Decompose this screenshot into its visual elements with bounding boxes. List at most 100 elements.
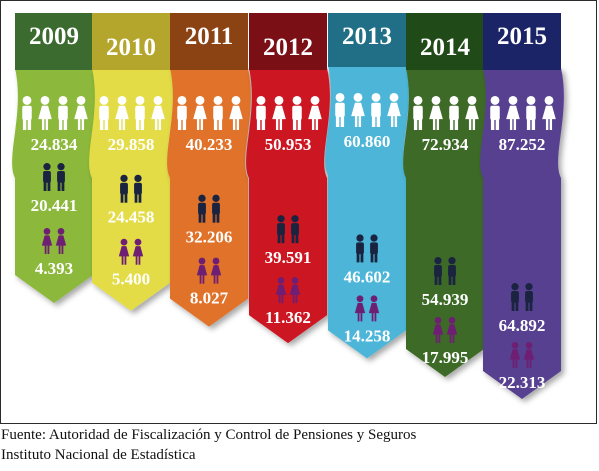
column-2013: 60.860 46.602 14.258: [335, 93, 401, 345]
person-icon: [413, 96, 423, 130]
woman-icon: [55, 228, 67, 254]
year-box: [483, 13, 561, 70]
total-value: 72.934: [422, 135, 469, 154]
women-pair-icon: [118, 238, 144, 265]
men-pair-icon: [434, 256, 456, 285]
person-icon: [135, 96, 145, 130]
men-value: 20.441: [31, 196, 78, 215]
person-icon: [351, 93, 365, 127]
year-label: 2015: [497, 23, 547, 50]
person-icon: [193, 96, 207, 130]
column-2015: 87.252 64.892 22.313: [490, 96, 556, 392]
person-icon: [429, 96, 443, 130]
person-icon: [99, 96, 109, 130]
men-value: 46.602: [344, 267, 391, 286]
women-value: 11.362: [265, 308, 311, 327]
year-header-2011: 2011: [170, 13, 248, 70]
infographic-frame: 2009 2010 2011 2012 2013 2014 2015 24.834 20.44…: [0, 0, 597, 424]
man-icon: [291, 215, 299, 244]
women-value: 22.313: [499, 373, 546, 392]
man-icon: [356, 234, 364, 263]
ribbon-2010: [89, 68, 173, 311]
year-label: 2011: [185, 23, 234, 50]
women-value: 4.393: [35, 259, 73, 278]
man-icon: [43, 163, 51, 191]
family-group-icon: [99, 96, 165, 130]
women-pair-icon: [41, 228, 67, 254]
column-2009: 24.834 20.441 4.393: [22, 96, 88, 278]
year-header-2015: 2015: [483, 13, 561, 70]
year-header-2014: 2014: [406, 13, 484, 70]
men-pair-icon: [198, 194, 220, 223]
ribbon-layer: [12, 65, 564, 399]
woman-icon: [509, 342, 521, 368]
person-icon: [213, 96, 223, 130]
family-group-icon: [413, 96, 479, 130]
family-group-icon: [335, 93, 401, 127]
ribbon-2015: [480, 68, 564, 399]
ribbon-2014: [403, 68, 487, 377]
family-group-icon: [256, 96, 322, 130]
woman-icon: [41, 228, 53, 254]
men-value: 64.892: [499, 316, 546, 335]
woman-icon: [289, 277, 301, 304]
person-icon: [22, 96, 32, 130]
infographic: 2009 2010 2011 2012 2013 2014 2015 24.834 20.44…: [12, 13, 564, 399]
year-box: [170, 13, 248, 70]
women-pair-icon: [196, 257, 222, 284]
person-icon: [256, 96, 266, 130]
women-pair-icon: [275, 277, 301, 304]
year-label: 2014: [420, 34, 471, 61]
person-icon: [490, 96, 500, 130]
woman-icon: [523, 342, 535, 368]
person-icon: [38, 96, 52, 130]
year-header-2012: 2012: [249, 13, 327, 70]
total-value: 24.834: [31, 135, 78, 154]
ribbon-2011: [167, 68, 251, 327]
person-icon: [74, 96, 88, 130]
women-value: 14.258: [344, 326, 391, 345]
family-group-icon: [490, 96, 556, 130]
total-value: 87.252: [499, 135, 546, 154]
woman-icon: [196, 257, 208, 284]
woman-icon: [118, 238, 130, 265]
woman-icon: [368, 295, 380, 322]
ribbon-2012: [246, 68, 330, 344]
man-icon: [134, 174, 142, 203]
man-icon: [525, 283, 533, 311]
person-icon: [272, 96, 286, 130]
man-icon: [57, 163, 65, 191]
source-line-2: Instituto Nacional de Estadística: [1, 447, 196, 463]
person-icon: [387, 93, 401, 127]
men-pair-icon: [120, 174, 142, 203]
woman-icon: [132, 238, 144, 265]
person-icon: [526, 96, 536, 130]
year-label: 2010: [106, 34, 156, 61]
year-box-layer: 2009 2010 2011 2012 2013 2014 2015: [15, 13, 561, 70]
men-value: 32.206: [186, 228, 233, 247]
ribbon-2009: [12, 68, 96, 303]
year-box: [249, 13, 327, 70]
women-value: 5.400: [112, 270, 150, 289]
person-icon: [292, 96, 302, 130]
year-header-2013: 2013: [328, 13, 406, 67]
man-icon: [120, 174, 128, 203]
woman-icon: [275, 277, 287, 304]
column-2010: 29.858 24.458 5.400: [99, 96, 165, 289]
person-icon: [58, 96, 68, 130]
year-box: [92, 13, 170, 70]
column-2011: 40.233 32.206 8.027: [177, 96, 243, 308]
year-header-2009: 2009: [15, 13, 93, 70]
woman-icon: [446, 316, 458, 343]
person-icon: [229, 96, 243, 130]
woman-icon: [210, 257, 222, 284]
men-pair-icon: [511, 283, 533, 311]
man-icon: [511, 283, 519, 311]
man-icon: [370, 234, 378, 263]
woman-icon: [354, 295, 366, 322]
women-pair-icon: [354, 295, 380, 322]
column-2012: 50.953 39.591 11.362: [256, 96, 322, 327]
women-pair-icon: [509, 342, 535, 368]
man-icon: [448, 256, 456, 285]
family-group-icon: [22, 96, 88, 130]
